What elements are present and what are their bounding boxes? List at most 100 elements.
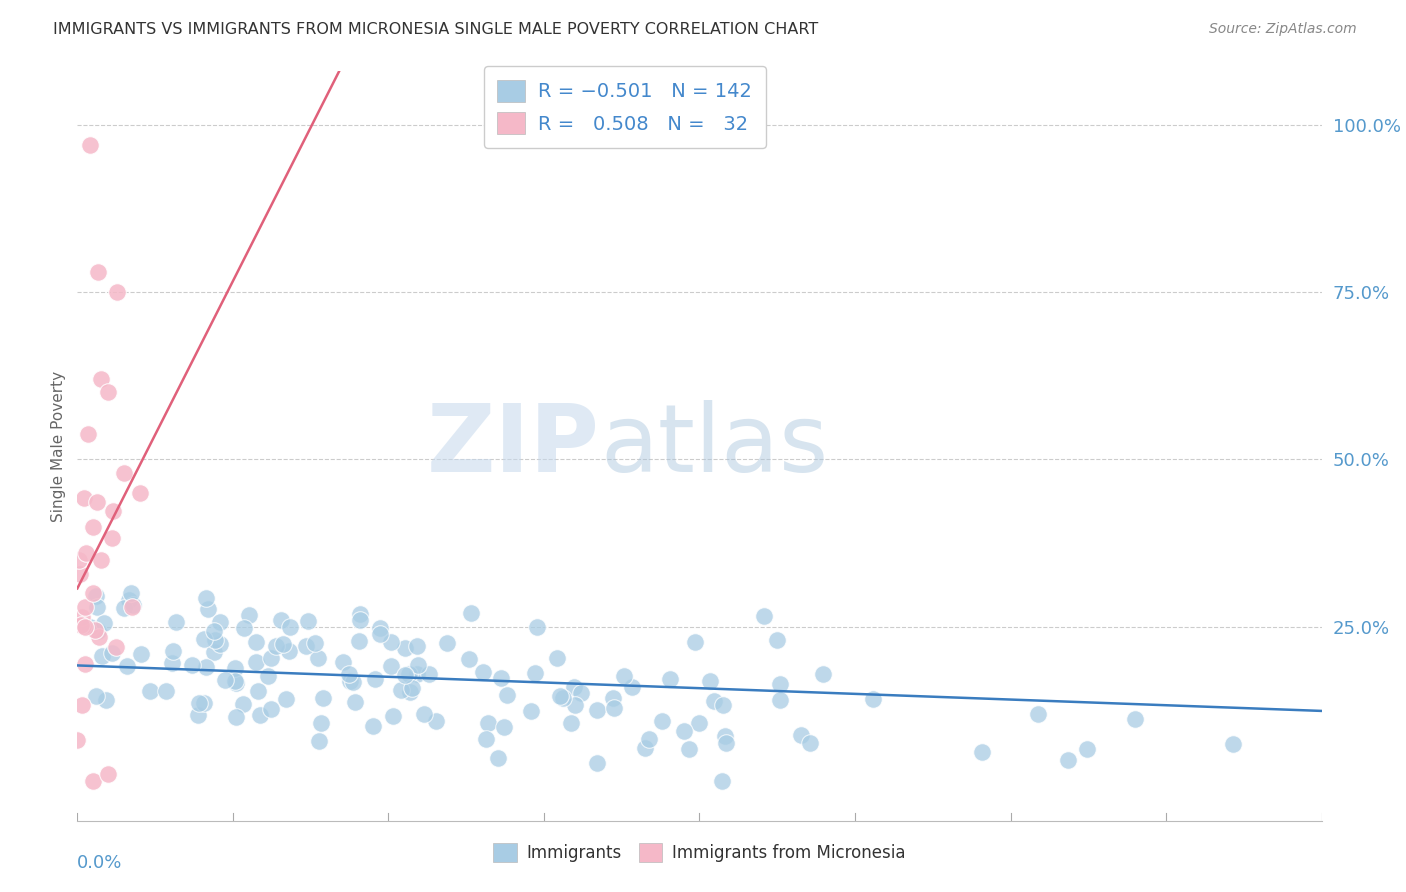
- Point: [195, 591, 218, 606]
- Point: [73, 599, 96, 614]
- Point: [564, 698, 586, 712]
- Point: [1028, 706, 1050, 721]
- Point: [382, 709, 405, 723]
- Text: IMMIGRANTS VS IMMIGRANTS FROM MICRONESIA SINGLE MALE POVERTY CORRELATION CHART: IMMIGRANTS VS IMMIGRANTS FROM MICRONESIA…: [53, 22, 818, 37]
- Point: [97, 385, 120, 400]
- Point: [683, 635, 706, 649]
- Point: [713, 729, 735, 743]
- Point: [394, 668, 416, 682]
- Point: [162, 644, 184, 658]
- Point: [389, 683, 412, 698]
- Point: [76, 426, 98, 441]
- Point: [193, 696, 215, 710]
- Point: [634, 740, 657, 755]
- Text: 0.0%: 0.0%: [77, 855, 122, 872]
- Point: [562, 680, 585, 694]
- Point: [82, 773, 104, 788]
- Point: [307, 651, 329, 665]
- Point: [489, 671, 512, 685]
- Point: [311, 716, 333, 731]
- Point: [472, 665, 495, 680]
- Point: [94, 693, 117, 707]
- Point: [347, 633, 370, 648]
- Point: [118, 593, 141, 607]
- Point: [84, 689, 107, 703]
- Point: [1222, 738, 1244, 752]
- Point: [337, 667, 360, 681]
- Point: [651, 714, 673, 728]
- Point: [129, 647, 152, 661]
- Point: [264, 639, 287, 653]
- Point: [526, 620, 548, 634]
- Point: [112, 601, 135, 615]
- Point: [703, 694, 725, 708]
- Point: [405, 640, 427, 654]
- Point: [105, 285, 128, 300]
- Point: [496, 688, 519, 702]
- Point: [195, 660, 218, 674]
- Point: [425, 714, 447, 728]
- Point: [202, 645, 225, 659]
- Point: [492, 720, 515, 734]
- Point: [399, 685, 422, 699]
- Point: [259, 651, 281, 665]
- Point: [209, 637, 232, 651]
- Point: [238, 607, 260, 622]
- Point: [82, 519, 104, 533]
- Point: [67, 552, 90, 566]
- Point: [121, 586, 143, 600]
- Point: [294, 639, 316, 653]
- Point: [90, 649, 112, 664]
- Point: [188, 696, 211, 710]
- Point: [312, 691, 335, 706]
- Point: [121, 599, 143, 614]
- Point: [394, 641, 416, 656]
- Point: [257, 669, 280, 683]
- Point: [246, 683, 269, 698]
- Point: [249, 707, 271, 722]
- Text: atlas: atlas: [600, 400, 828, 492]
- Point: [90, 553, 112, 567]
- Point: [225, 675, 247, 690]
- Point: [103, 504, 125, 518]
- Point: [270, 613, 292, 627]
- Point: [139, 684, 162, 698]
- Point: [523, 666, 546, 681]
- Text: ZIP: ZIP: [427, 400, 600, 492]
- Point: [187, 707, 209, 722]
- Point: [658, 673, 681, 687]
- Point: [105, 640, 128, 654]
- Point: [602, 691, 624, 706]
- Point: [70, 618, 93, 632]
- Point: [297, 614, 319, 628]
- Point: [304, 636, 326, 650]
- Point: [224, 661, 246, 675]
- Point: [180, 658, 202, 673]
- Point: [66, 733, 89, 747]
- Point: [197, 602, 219, 616]
- Point: [82, 586, 104, 600]
- Point: [613, 668, 636, 682]
- Point: [339, 673, 361, 688]
- Point: [75, 546, 97, 560]
- Point: [368, 627, 391, 641]
- Point: [790, 728, 813, 742]
- Point: [586, 756, 609, 771]
- Point: [711, 698, 734, 712]
- Point: [245, 634, 267, 648]
- Point: [79, 620, 101, 634]
- Point: [86, 265, 108, 279]
- Point: [278, 620, 301, 634]
- Point: [75, 620, 97, 634]
- Point: [361, 719, 384, 733]
- Point: [412, 706, 434, 721]
- Point: [673, 723, 696, 738]
- Point: [380, 659, 402, 673]
- Point: [520, 704, 543, 718]
- Point: [86, 495, 108, 509]
- Point: [398, 666, 420, 681]
- Point: [308, 734, 330, 748]
- Point: [193, 632, 215, 647]
- Point: [458, 652, 481, 666]
- Point: [70, 610, 93, 624]
